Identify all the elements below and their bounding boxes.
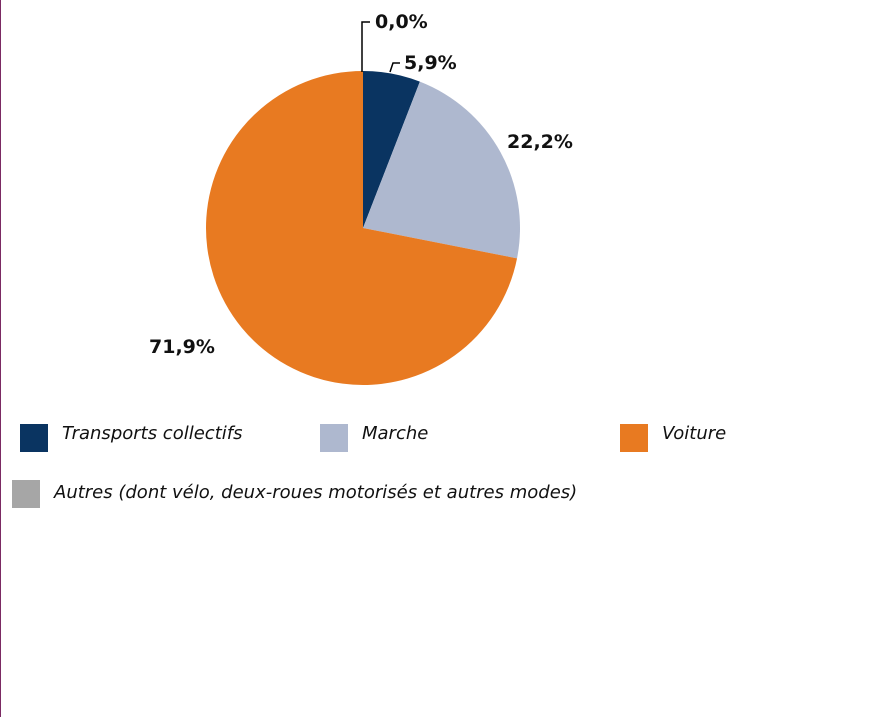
legend-label-marche: Marche [362,423,429,444]
label-transports: 5,9% [404,52,457,74]
pie-slices [205,71,521,385]
legend-label-transports: Transports collectifs [62,423,243,444]
legend-label-autres: Autres (dont vélo, deux-roues motorisés … [54,482,578,503]
label-marche: 22,2% [507,131,573,153]
pie-slice-1 [363,71,420,228]
pie-chart: 0,0% 5,9% 22,2% 71,9% [149,11,573,385]
legend-swatch-transports [20,424,48,452]
data-labels: 0,0% 5,9% 22,2% 71,9% [149,11,573,358]
legend-swatch-autres [12,480,40,508]
frame-border [0,0,1,717]
leader-line-transports [389,62,400,73]
pie-slice-2 [363,81,521,259]
pie-slice-3 [205,71,518,385]
leader-lines [361,21,400,73]
legend-swatch-marche [320,424,348,452]
label-voiture: 71,9% [149,336,215,358]
leader-line-autres [361,21,370,72]
legend-swatch-voiture [620,424,648,452]
label-autres: 0,0% [375,11,428,33]
legend-label-voiture: Voiture [662,423,727,444]
